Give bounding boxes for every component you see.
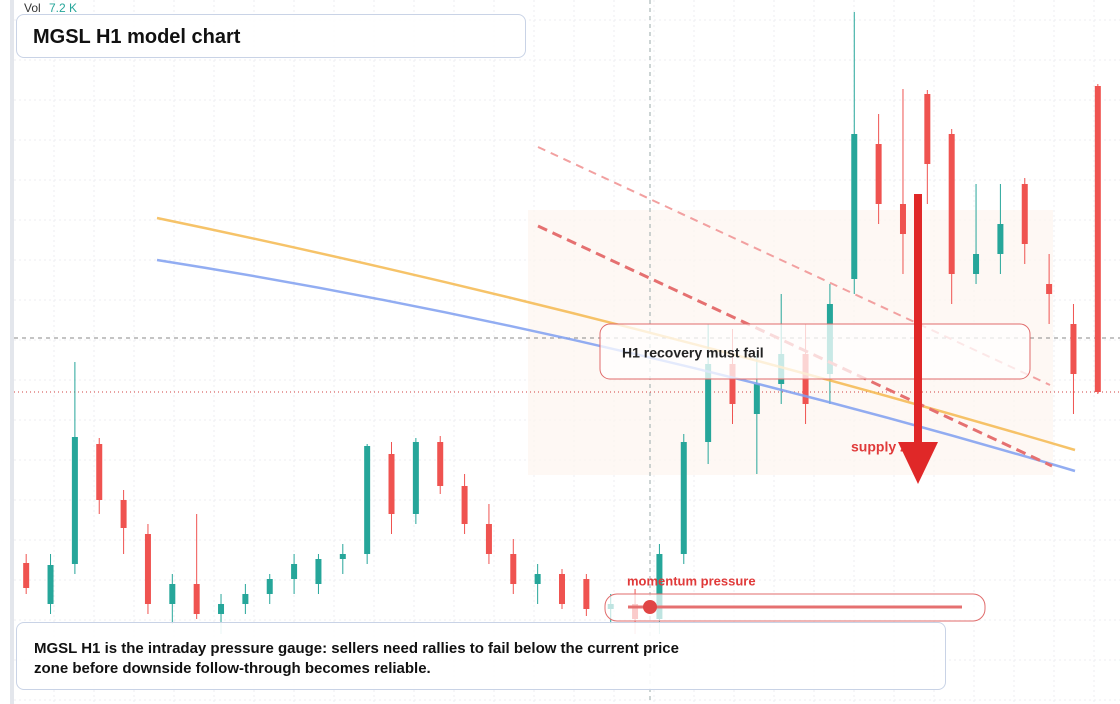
gauge-label: momentum pressure (627, 573, 756, 588)
candle-body (291, 564, 298, 579)
candle-body (948, 134, 955, 274)
ma-line (156, 216, 1076, 452)
candle-body (437, 442, 444, 486)
candle-body (510, 554, 517, 584)
candle-body (144, 534, 151, 604)
arrow-head (898, 442, 938, 484)
callout-text: H1 recovery must fail (622, 345, 764, 361)
candle-body (973, 254, 980, 274)
volume-name: Vol (24, 1, 41, 15)
candle-body (851, 134, 858, 279)
candle-body (559, 574, 565, 604)
note: MGSL H1 is the intraday pressure gauge: … (34, 640, 679, 677)
candles (23, 12, 1101, 634)
candle-body (997, 224, 1004, 254)
candle-body (412, 442, 419, 514)
candle-body (899, 204, 906, 234)
candle-body (1094, 86, 1101, 392)
candle-body (924, 94, 931, 164)
candle-body (47, 565, 54, 604)
candle-body (705, 364, 712, 442)
title-box: MGSL H1 model chart (16, 14, 526, 58)
candle-body (364, 446, 371, 554)
candle-body (534, 574, 541, 584)
note-box: MGSL H1 is the intraday pressure gauge: … (16, 622, 946, 690)
candle-body (1070, 324, 1077, 374)
candle-body (583, 579, 590, 609)
candle-body (461, 486, 468, 524)
candle-body (680, 442, 687, 554)
candle-body (23, 563, 30, 588)
volume-value: 7.2 K (49, 1, 77, 15)
candle-body (1046, 284, 1053, 294)
candle-body (169, 584, 176, 604)
chart-title: MGSL H1 model chart (33, 26, 241, 48)
candle-body (266, 579, 273, 594)
candle-body (71, 437, 78, 564)
candle-body (656, 554, 663, 619)
trend-line (537, 146, 1051, 386)
candle-body (315, 559, 322, 584)
trend-line (537, 224, 1053, 468)
candle-body (753, 384, 760, 414)
candle-body (729, 364, 736, 404)
candle-body (875, 144, 882, 204)
candle-body (339, 554, 346, 559)
gauge-knob (643, 600, 657, 614)
candle-body (96, 444, 103, 500)
candle-body (218, 604, 225, 614)
candle-body (120, 500, 127, 528)
candle-body (1021, 184, 1028, 244)
arrow (914, 194, 922, 446)
callout (599, 323, 1031, 380)
candle-body (193, 584, 200, 614)
candle-body (242, 594, 249, 604)
candle-body (388, 454, 395, 514)
candle-body (485, 524, 492, 554)
